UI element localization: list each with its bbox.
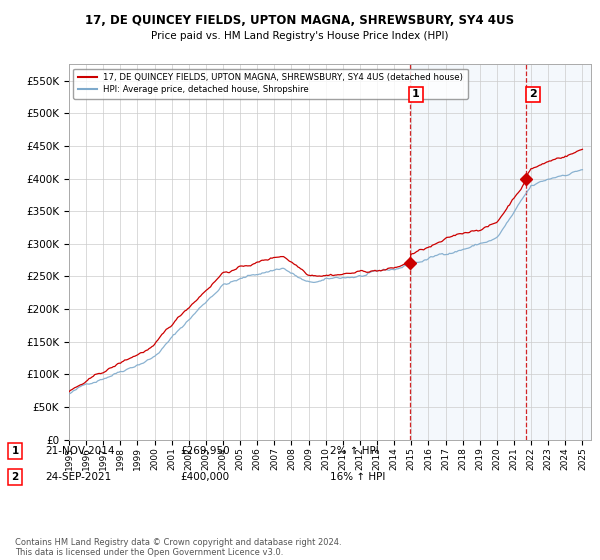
Text: 17, DE QUINCEY FIELDS, UPTON MAGNA, SHREWSBURY, SY4 4US: 17, DE QUINCEY FIELDS, UPTON MAGNA, SHRE… — [85, 14, 515, 27]
Text: 16% ↑ HPI: 16% ↑ HPI — [330, 472, 385, 482]
Text: Contains HM Land Registry data © Crown copyright and database right 2024.
This d: Contains HM Land Registry data © Crown c… — [15, 538, 341, 557]
Text: 2: 2 — [529, 90, 537, 100]
Text: Price paid vs. HM Land Registry's House Price Index (HPI): Price paid vs. HM Land Registry's House … — [151, 31, 449, 41]
Legend: 17, DE QUINCEY FIELDS, UPTON MAGNA, SHREWSBURY, SY4 4US (detached house), HPI: A: 17, DE QUINCEY FIELDS, UPTON MAGNA, SHRE… — [73, 69, 467, 99]
Text: £269,950: £269,950 — [180, 446, 230, 456]
Text: 2% ↑ HPI: 2% ↑ HPI — [330, 446, 379, 456]
Text: 2: 2 — [11, 472, 19, 482]
Bar — [410, 64, 591, 440]
Text: 1: 1 — [412, 90, 420, 100]
Text: 1: 1 — [11, 446, 19, 456]
Text: 21-NOV-2014: 21-NOV-2014 — [45, 446, 115, 456]
Text: £400,000: £400,000 — [180, 472, 229, 482]
Text: 24-SEP-2021: 24-SEP-2021 — [45, 472, 111, 482]
